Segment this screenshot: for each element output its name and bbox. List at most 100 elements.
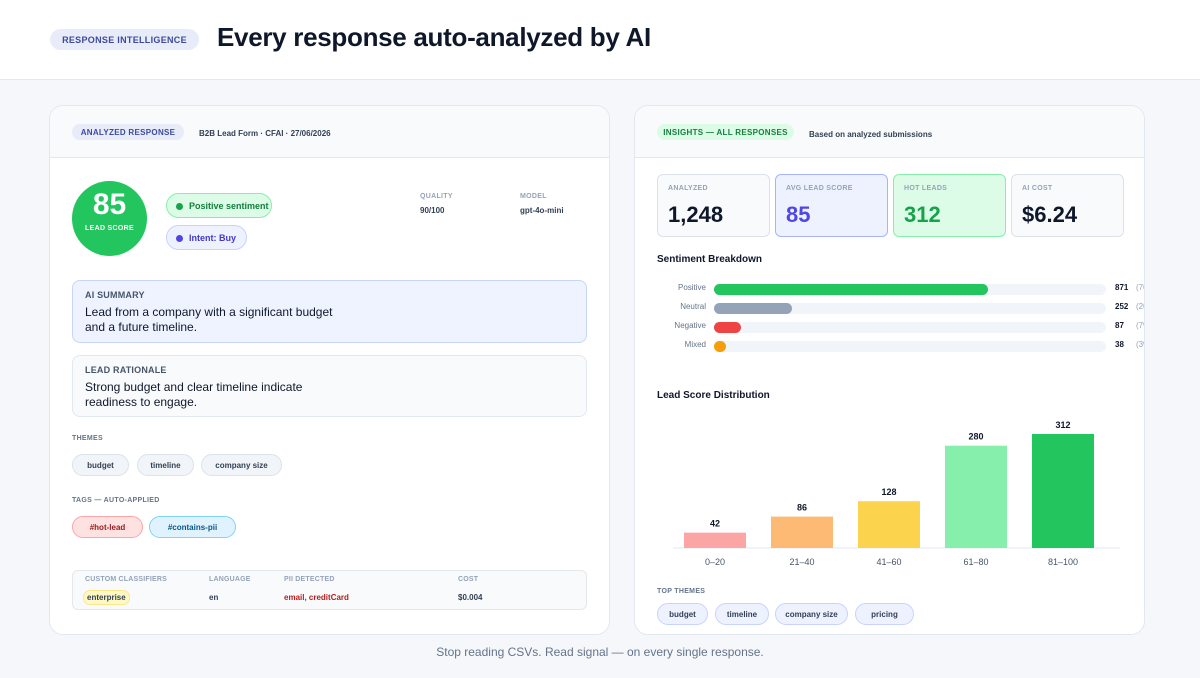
lead-rationale-text: Strong budget and clear timeline indicat… <box>85 380 303 409</box>
sentiment-bar-fill <box>714 284 989 295</box>
sentiment-label: Neutral <box>680 302 706 311</box>
classifier-table: CUSTOM CLASSIFIERS LANGUAGE PII DETECTED… <box>72 570 587 610</box>
pii-value: email, creditCard <box>284 593 349 602</box>
insights-badge: INSIGHTS — ALL RESPONSES <box>657 124 794 140</box>
form-meta: B2B Lead Form · CFAI · 27/06/2026 <box>199 129 331 138</box>
sentiment-bar-fill <box>714 322 742 333</box>
tag-contains-pii[interactable]: #contains-pii <box>149 516 236 538</box>
bar-category-label: 0–20 <box>705 557 725 567</box>
stat-value: 85 <box>786 202 811 227</box>
theme-chip[interactable]: timeline <box>137 454 194 476</box>
table-header: PII DETECTED <box>284 576 335 583</box>
sentiment-bar-track <box>714 341 1106 352</box>
sentiment-text: Positive sentiment <box>189 200 269 211</box>
stat-label: ANALYZED <box>668 185 708 192</box>
sentiment-percent: (7%) <box>1136 321 1144 330</box>
bar-category-label: 41–60 <box>876 557 901 567</box>
sentiment-badge: Positive sentiment <box>166 193 272 218</box>
distribution-title: Lead Score Distribution <box>657 390 770 401</box>
sentiment-percent: (70%) <box>1136 283 1144 292</box>
top-theme-chip[interactable]: pricing <box>855 603 914 625</box>
lead-score-label: LEAD SCORE <box>85 225 134 232</box>
sentiment-bar-fill <box>714 341 726 352</box>
top-theme-chip[interactable]: timeline <box>715 603 769 625</box>
table-header: COST <box>458 576 479 583</box>
table-header: LANGUAGE <box>209 576 251 583</box>
quality-value: 90/100 <box>420 206 445 215</box>
sentiment-title: Sentiment Breakdown <box>657 254 763 265</box>
lead-rationale-title: LEAD RATIONALE <box>85 365 167 375</box>
sentiment-count: 87 <box>1115 321 1124 330</box>
stat-avg-lead-score: AVG LEAD SCORE 85 <box>775 174 888 237</box>
bar-value-label: 312 <box>1055 420 1070 430</box>
stat-ai-cost: AI COST $6.24 <box>1011 174 1124 237</box>
table-header: CUSTOM CLASSIFIERS <box>85 576 168 583</box>
card-header: INSIGHTS — ALL RESPONSES Based on analyz… <box>635 106 1144 158</box>
sentiment-count: 252 <box>1115 302 1129 311</box>
lead-rationale-box: LEAD RATIONALE Strong budget and clear t… <box>72 355 587 417</box>
stat-label: HOT LEADS <box>904 185 948 192</box>
stat-value: $6.24 <box>1022 202 1078 227</box>
footer-tagline: Stop reading CSVs. Read signal — on ever… <box>436 645 764 659</box>
intent-badge: Intent: Buy <box>166 225 247 250</box>
analyzed-response-card: ANALYZED RESPONSE B2B Lead Form · CFAI ·… <box>49 105 610 635</box>
sentiment-bar-track <box>714 284 1106 295</box>
quality-label: QUALITY <box>420 193 453 200</box>
sentiment-count: 38 <box>1115 340 1124 349</box>
bar-category-label: 81–100 <box>1048 557 1078 567</box>
stat-label: AVG LEAD SCORE <box>786 185 853 192</box>
top-theme-chip[interactable]: budget <box>657 603 708 625</box>
language-value: en <box>209 593 219 602</box>
intent-text: Intent: Buy <box>189 232 236 243</box>
themes-label: THEMES <box>72 435 103 442</box>
stat-value: 312 <box>904 202 941 227</box>
cost-value: $0.004 <box>458 593 483 602</box>
top-themes-label: TOP THEMES <box>657 588 706 595</box>
tags-label: TAGS — AUTO-APPLIED <box>72 497 160 504</box>
bar-category-label: 21–40 <box>789 557 814 567</box>
distribution-bar <box>858 501 920 548</box>
model-label: MODEL <box>520 193 547 200</box>
ai-summary-box: AI SUMMARY Lead from a company with a si… <box>72 280 587 343</box>
sentiment-bar-track <box>714 322 1106 333</box>
section-tag: RESPONSE INTELLIGENCE <box>50 29 199 50</box>
stat-label: AI COST <box>1022 185 1053 192</box>
distribution-bar <box>1032 434 1094 548</box>
bar-category-label: 61–80 <box>963 557 988 567</box>
bar-value-label: 128 <box>881 487 896 497</box>
stat-analyzed: ANALYZED 1,248 <box>657 174 770 237</box>
sentiment-label: Mixed <box>684 340 706 349</box>
sentiment-bar-track <box>714 303 1106 314</box>
positive-dot-icon <box>176 203 183 210</box>
ai-summary-text: Lead from a company with a significant b… <box>85 305 333 334</box>
sentiment-bar-fill <box>714 303 793 314</box>
top-theme-chip[interactable]: company size <box>775 603 848 625</box>
lead-score-circle: 85 LEAD SCORE <box>72 181 147 256</box>
card-header: ANALYZED RESPONSE B2B Lead Form · CFAI ·… <box>50 106 609 158</box>
theme-chip[interactable]: budget <box>72 454 129 476</box>
stat-value: 1,248 <box>668 202 724 227</box>
bar-value-label: 86 <box>797 503 807 513</box>
stat-hot-leads: HOT LEADS 312 <box>893 174 1006 237</box>
distribution-bar <box>684 532 746 548</box>
tag-hot-lead[interactable]: #hot-lead <box>72 516 143 538</box>
distribution-bar <box>771 516 833 548</box>
insights-meta: Based on analyzed submissions <box>809 130 933 139</box>
bar-value-label: 280 <box>968 432 983 442</box>
sentiment-percent: (20%) <box>1136 302 1144 311</box>
page-title: Every response auto-analyzed by AI <box>217 22 651 52</box>
classifier-chip: enterprise <box>83 590 130 605</box>
sentiment-percent: (3%) <box>1136 340 1144 349</box>
sentiment-label: Negative <box>674 321 706 330</box>
theme-chip[interactable]: company size <box>201 454 282 476</box>
insights-card: INSIGHTS — ALL RESPONSES Based on analyz… <box>634 105 1145 635</box>
lead-score-chart: 42 0–20 86 21–40 128 41–60 280 61–80 312 81–100 <box>673 420 1120 567</box>
sentiment-count: 871 <box>1115 283 1129 292</box>
model-value: gpt-4o-mini <box>520 206 564 215</box>
sentiment-label: Positive <box>677 283 706 292</box>
distribution-bar <box>945 445 1007 548</box>
lead-score-value: 85 <box>92 188 127 221</box>
top-bar: RESPONSE INTELLIGENCE Every response aut… <box>0 0 1200 80</box>
ai-summary-title: AI SUMMARY <box>85 290 145 300</box>
intent-dot-icon <box>176 235 183 242</box>
